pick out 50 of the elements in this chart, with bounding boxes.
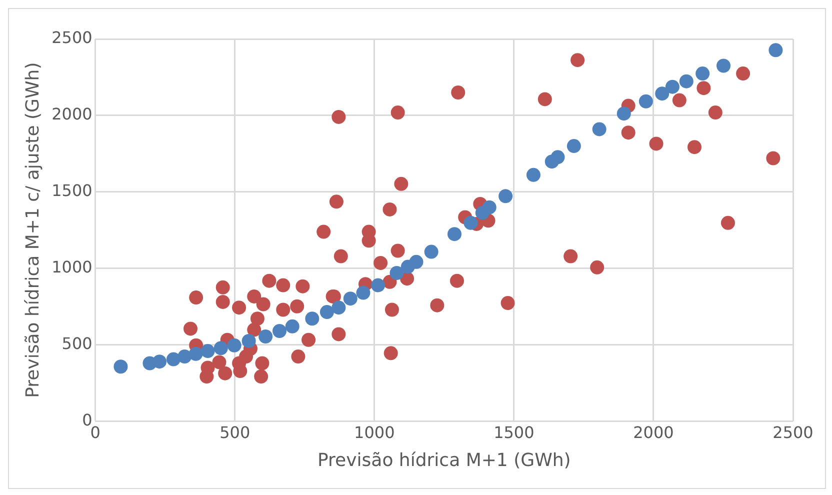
point (566, 139, 581, 154)
point (447, 227, 462, 242)
point (371, 278, 386, 292)
point (227, 338, 242, 352)
point (178, 350, 192, 364)
point (285, 319, 300, 334)
point (696, 66, 710, 81)
point (332, 300, 346, 315)
y-tick-label: 2000 (52, 104, 92, 124)
point (550, 150, 565, 164)
y-tick-label: 1000 (52, 257, 92, 276)
point (114, 360, 128, 374)
x-tick-label: 1000 (354, 422, 395, 442)
y-tick-label: 500 (62, 334, 92, 353)
point (655, 86, 670, 101)
point (320, 305, 334, 320)
point (665, 80, 680, 94)
point (424, 244, 438, 259)
point (200, 344, 215, 358)
point (258, 330, 273, 344)
point (498, 189, 513, 204)
point (464, 216, 478, 230)
point (356, 286, 370, 300)
y-tick-label: 2500 (52, 28, 92, 48)
point (214, 341, 228, 356)
x-tick-label: 500 (220, 422, 250, 442)
point (343, 292, 358, 306)
y-axis-title: Previsão hídrica M+1 c/ ajuste (GWh) (22, 62, 44, 398)
x-tick-label: 1500 (494, 422, 534, 442)
point (188, 346, 203, 361)
point (616, 106, 631, 121)
point (526, 168, 540, 182)
x-axis-title: Previsão hídrica M+1 (GWh) (318, 450, 571, 471)
point (638, 94, 653, 108)
point (716, 58, 731, 73)
x-tick-label: 2500 (772, 422, 814, 442)
point (152, 354, 167, 369)
point (592, 122, 606, 136)
point (242, 334, 256, 348)
y-tick-label: 1500 (52, 181, 92, 200)
point (679, 74, 694, 88)
point (272, 324, 287, 338)
point (482, 200, 496, 214)
y-tick-label: 0 (82, 410, 92, 430)
x-tick-label: 2000 (633, 422, 674, 442)
point (390, 266, 404, 280)
point (768, 43, 783, 58)
point (409, 254, 424, 269)
point (305, 312, 320, 326)
point (166, 352, 180, 366)
